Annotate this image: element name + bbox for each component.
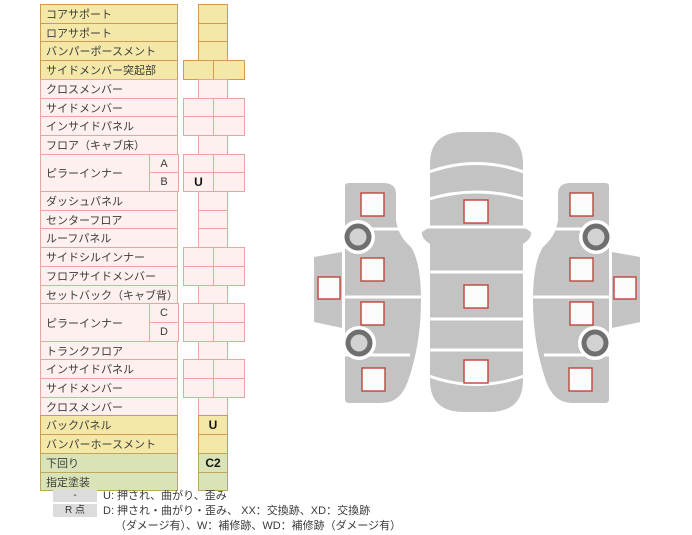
table-row-label: クロスメンバー <box>40 397 178 416</box>
table-row-label: セットバック（キャブ背） <box>40 285 178 304</box>
rear-wheel-icon <box>578 326 612 360</box>
car-left-side-view <box>314 183 421 403</box>
table-row-label: バックパネル <box>40 415 178 435</box>
table-row-label: サイドメンバー <box>40 378 178 398</box>
damage-value-cell[interactable] <box>198 191 228 211</box>
damage-value-cell[interactable] <box>213 247 245 267</box>
damage-value-cell[interactable] <box>213 116 245 136</box>
damage-marker[interactable] <box>569 301 594 326</box>
damage-marker[interactable] <box>360 301 385 326</box>
car-damage-diagram <box>314 132 640 412</box>
damage-marker[interactable] <box>568 367 593 392</box>
table-row-label: フロアサイドメンバー <box>40 266 178 286</box>
table-row-label: 指定塗装 <box>40 472 178 491</box>
damage-value-cell[interactable] <box>183 60 214 80</box>
table-sub-label: A <box>149 154 179 173</box>
damage-value-cell[interactable] <box>198 472 228 491</box>
table-row-label: センターフロア <box>40 210 178 229</box>
table-row-label: ルーフパネル <box>40 228 178 248</box>
damage-value-cell[interactable] <box>213 172 245 192</box>
damage-value-cell[interactable] <box>198 23 228 42</box>
damage-marker[interactable] <box>463 284 489 309</box>
damage-marker[interactable] <box>361 367 386 392</box>
table-row-label: ピラーインナー <box>40 303 150 342</box>
table-row-label: クロスメンバー <box>40 79 178 99</box>
damage-marker[interactable] <box>317 276 341 300</box>
damage-value-cell[interactable]: U <box>198 415 228 435</box>
table-row-label: インサイドパネル <box>40 116 178 136</box>
table-row-label: インサイドパネル <box>40 359 178 379</box>
damage-value-cell[interactable] <box>213 378 245 398</box>
damage-table: コアサポート ロアサポート バンパーポースメント サイドメンバー突起部 クロスメンバーサ… <box>40 4 250 496</box>
damage-value-cell[interactable] <box>198 341 228 360</box>
damage-value-cell[interactable] <box>198 135 228 155</box>
legend-key-normal: - <box>53 489 97 502</box>
legend-key-rpoint: R 点 <box>53 504 97 517</box>
damage-value-cell[interactable] <box>198 228 228 248</box>
front-wheel-icon <box>579 220 613 254</box>
damage-value-cell[interactable] <box>183 322 214 342</box>
damage-value-cell[interactable] <box>213 303 245 323</box>
damage-marker[interactable] <box>463 199 489 224</box>
damage-value-cell[interactable] <box>183 359 214 379</box>
damage-marker[interactable] <box>360 192 385 217</box>
front-wheel-icon <box>341 220 375 254</box>
table-row-label: ダッシュパネル <box>40 191 178 211</box>
damage-marker[interactable] <box>569 192 594 217</box>
table-row-label: フロア（キャブ床） <box>40 135 178 155</box>
damage-value-cell[interactable] <box>198 4 228 24</box>
car-top-view <box>421 132 532 412</box>
car-right-side-view <box>533 183 640 403</box>
damage-value-cell[interactable] <box>183 98 214 117</box>
legend: - U: 押され、曲がり、歪み R 点 D: 押され・曲がり・歪み、 XX：交換… <box>53 489 401 533</box>
damage-marker[interactable] <box>463 359 489 384</box>
damage-value-cell[interactable] <box>198 397 228 416</box>
damage-value-cell[interactable] <box>183 303 214 323</box>
damage-value-cell[interactable] <box>183 247 214 267</box>
table-row-label: ピラーインナー <box>40 154 150 192</box>
damage-value-cell[interactable] <box>198 210 228 229</box>
legend-line-2: D: 押され・曲がり・歪み、 XX：交換跡、XD：交換跡 <box>103 505 371 517</box>
rear-wheel-icon <box>342 326 376 360</box>
damage-value-cell[interactable] <box>183 116 214 136</box>
table-sub-label: D <box>149 322 179 342</box>
table-row-label: ロアサポート <box>40 23 178 42</box>
damage-value-cell[interactable] <box>198 79 228 99</box>
damage-marker[interactable] <box>360 257 385 282</box>
table-row-label: サイドメンバー <box>40 98 178 117</box>
damage-value-cell[interactable] <box>213 60 245 80</box>
damage-value-cell[interactable] <box>183 378 214 398</box>
damage-marker[interactable] <box>613 276 637 300</box>
damage-value-cell[interactable] <box>213 322 245 342</box>
damage-value-cell[interactable] <box>213 266 245 286</box>
damage-value-cell[interactable]: C2 <box>198 453 228 473</box>
damage-value-cell[interactable] <box>213 154 245 173</box>
damage-value-cell[interactable] <box>213 359 245 379</box>
table-row-label: バンパーホースメント <box>40 434 178 454</box>
legend-line-3: （ダメージ有）、W：補修跡、WD：補修跡（ダメージ有） <box>115 520 402 532</box>
table-row-label: コアサポート <box>40 4 178 24</box>
damage-value-cell[interactable] <box>183 266 214 286</box>
table-row-label: トランクフロア <box>40 341 178 360</box>
damage-value-cell[interactable] <box>183 154 214 173</box>
table-row-label: サイドメンバー突起部 <box>40 60 178 80</box>
table-row-label: バンパーポースメント <box>40 41 178 61</box>
damage-value-cell[interactable] <box>198 41 228 61</box>
damage-value-cell[interactable] <box>213 98 245 117</box>
table-row-label: サイドシルインナー <box>40 247 178 267</box>
damage-value-cell[interactable] <box>198 434 228 454</box>
table-row-label: 下回り <box>40 453 178 473</box>
table-sub-label: C <box>149 303 179 323</box>
damage-value-cell[interactable] <box>198 285 228 304</box>
table-sub-label: B <box>149 172 179 192</box>
damage-marker[interactable] <box>569 257 594 282</box>
damage-value-cell[interactable]: U <box>183 172 214 192</box>
legend-line-1: U: 押され、曲がり、歪み <box>103 490 227 502</box>
